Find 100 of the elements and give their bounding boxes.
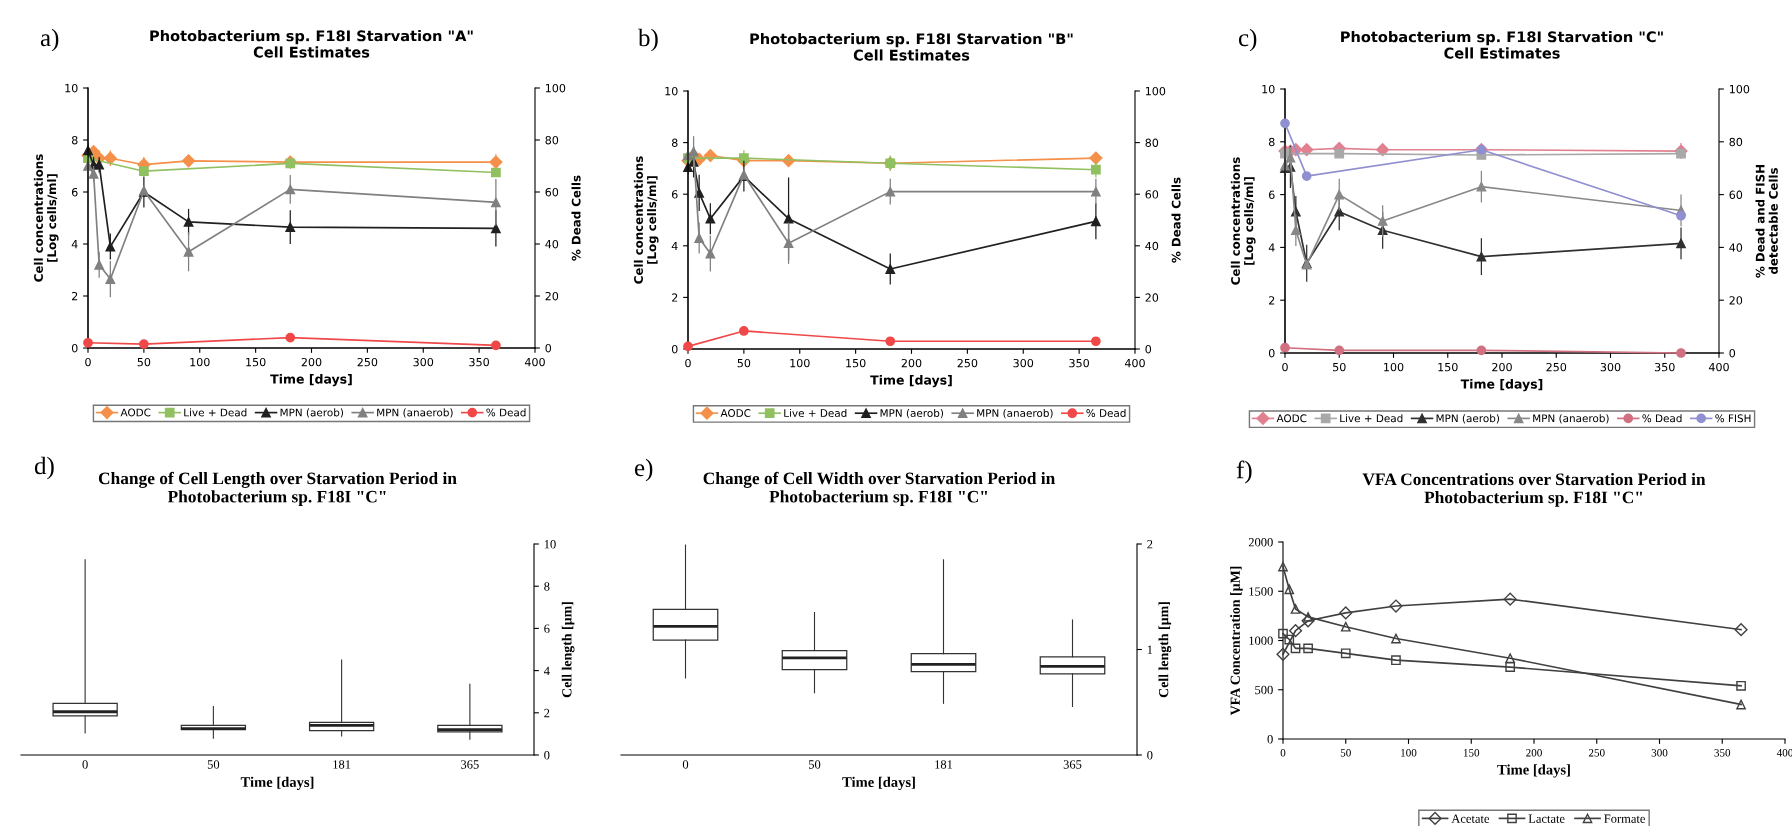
legend-label: MPN (anaerob) [1533, 414, 1609, 424]
y-tick-label: 2 [1147, 540, 1153, 549]
x-tick-label: 0 [82, 760, 88, 769]
text: e) [634, 458, 653, 482]
chart-title: Change of Cell Width over Starvation Period in Photobacterium sp. F18I "C" [703, 471, 1056, 507]
x-tick-label: 200 [901, 358, 922, 368]
y2-tick-label: 80 [1145, 138, 1159, 147]
legend-label: % Dead [1086, 408, 1126, 417]
x-tick-label: 0 [685, 358, 691, 368]
x-tick-label: 250 [957, 358, 978, 368]
x-tick-label: 50 [737, 358, 751, 368]
x-tick-label: 100 [1401, 749, 1417, 757]
x-tick-label: 50 [207, 760, 220, 769]
y2-axis-title: % Dead Cells [1171, 177, 1181, 263]
x-tick-label: 350 [469, 357, 489, 367]
y2-tick-label: 60 [545, 187, 559, 197]
y-tick-label: 2 [672, 293, 678, 302]
x-tick-label: 400 [1776, 749, 1792, 757]
y2-tick-label: 60 [1145, 190, 1159, 199]
y2-tick-label: 80 [545, 135, 559, 145]
x-tick-label: 350 [1069, 358, 1089, 368]
y-tick-label: 6 [1268, 190, 1275, 199]
x-tick-label: 250 [1546, 362, 1567, 372]
chart-title: Photobacterium sp. F18I Starvation "C" Cell Estimates [1341, 31, 1663, 59]
x-tick-label: 300 [1651, 749, 1668, 757]
y-tick-label: 1500 [1249, 587, 1273, 596]
y-axis-title: Cell concentrations [Log cells/ml] [633, 156, 659, 284]
y-tick-label: 0 [1268, 348, 1275, 358]
x-tick-label: 0 [1282, 362, 1288, 372]
x-tick-label: 150 [1463, 749, 1480, 757]
text: d) [34, 456, 54, 480]
y2-tick-label: 80 [1729, 137, 1743, 147]
y-axis-title: VFA Concentration [µM] [1230, 566, 1243, 716]
y-tick-label: 6 [671, 190, 678, 199]
y-tick-label: 0 [71, 343, 78, 353]
x-tick-label: 200 [1526, 749, 1542, 757]
legend-label: % Dead [1642, 414, 1682, 423]
x-tick-label: 50 [1333, 362, 1346, 372]
legend-label: Live + Dead [784, 408, 847, 417]
x-tick-label: 181 [935, 760, 953, 769]
x-tick-label: 100 [1384, 362, 1404, 372]
y-tick-label: 4 [1268, 243, 1275, 252]
x-axis-title: Time [days] [1497, 764, 1570, 778]
x-axis-title: Time [days] [270, 374, 352, 387]
y2-tick-label: 40 [1729, 243, 1743, 252]
y-tick-label: 8 [1268, 137, 1275, 147]
x-tick-label: 350 [1714, 749, 1731, 757]
x-tick-label: 0 [85, 357, 91, 367]
x-tick-label: 365 [1063, 760, 1082, 769]
y-axis-title: Cell length [µm] [561, 602, 575, 698]
x-tick-label: 150 [1438, 362, 1458, 372]
legend-label: MPN (aerob) [880, 408, 944, 419]
x-tick-label: 365 [461, 760, 479, 769]
legend-label: Lactate [1528, 814, 1565, 823]
chart-title: Change of Cell Length over Starvation Period in Photobacterium sp. F18I "C" [98, 471, 457, 507]
x-tick-label: 0 [1280, 749, 1286, 757]
y-tick-label: 4 [71, 240, 78, 249]
y-tick-label: 8 [544, 582, 550, 591]
x-tick-label: 150 [846, 358, 866, 368]
x-axis-title: Time [days] [842, 776, 915, 791]
x-tick-label: 200 [1492, 362, 1512, 372]
legend-label: MPN (aerob) [280, 408, 344, 418]
legend-label: Live + Dead [184, 408, 247, 417]
legend-label: Acetate [1451, 814, 1490, 823]
y-tick-label: 1 [1147, 645, 1153, 654]
text: b) [638, 28, 658, 52]
x-tick-label: 150 [246, 357, 266, 367]
x-tick-label: 50 [808, 760, 821, 769]
x-tick-label: 350 [1654, 362, 1675, 372]
y-tick-label: 10 [665, 86, 678, 96]
y-tick-label: 2 [72, 291, 78, 301]
text: c) [1238, 28, 1257, 52]
y-tick-label: 1000 [1249, 636, 1273, 645]
y-axis-title: Cell length [µm] [1158, 602, 1172, 698]
x-tick-label: 200 [301, 357, 322, 367]
x-axis-title: Time [days] [870, 375, 952, 388]
x-tick-label: 300 [1013, 358, 1034, 368]
y-tick-label: 2 [1269, 296, 1275, 305]
y-tick-label: 6 [71, 187, 78, 197]
legend-label: % FISH [1715, 414, 1751, 423]
x-tick-label: 100 [190, 357, 210, 367]
y-tick-label: 10 [544, 540, 556, 549]
text: a) [40, 28, 59, 52]
y2-axis-title: % Dead Cells [571, 175, 581, 261]
y2-tick-label: 0 [1729, 348, 1736, 358]
legend-label: MPN (aerob) [1436, 414, 1500, 424]
y-tick-label: 4 [543, 666, 550, 675]
x-tick-label: 50 [137, 357, 151, 367]
y-tick-label: 8 [671, 138, 678, 147]
y2-tick-label: 40 [545, 239, 559, 249]
y2-tick-label: 20 [545, 291, 559, 301]
chart-title: VFA Concentrations over Starvation Period in Photobacterium sp. F18I "C" [1362, 472, 1706, 507]
y-tick-label: 6 [544, 624, 550, 633]
x-tick-label: 400 [1124, 358, 1145, 368]
legend-label: AODC [120, 408, 151, 417]
y-axis-title: Cell concentrations [Log cells/ml] [1230, 157, 1256, 285]
legend-label: % Dead [486, 408, 526, 417]
x-tick-label: 400 [1708, 362, 1729, 372]
x-tick-label: 50 [1340, 749, 1351, 757]
y2-tick-label: 60 [1729, 190, 1743, 199]
